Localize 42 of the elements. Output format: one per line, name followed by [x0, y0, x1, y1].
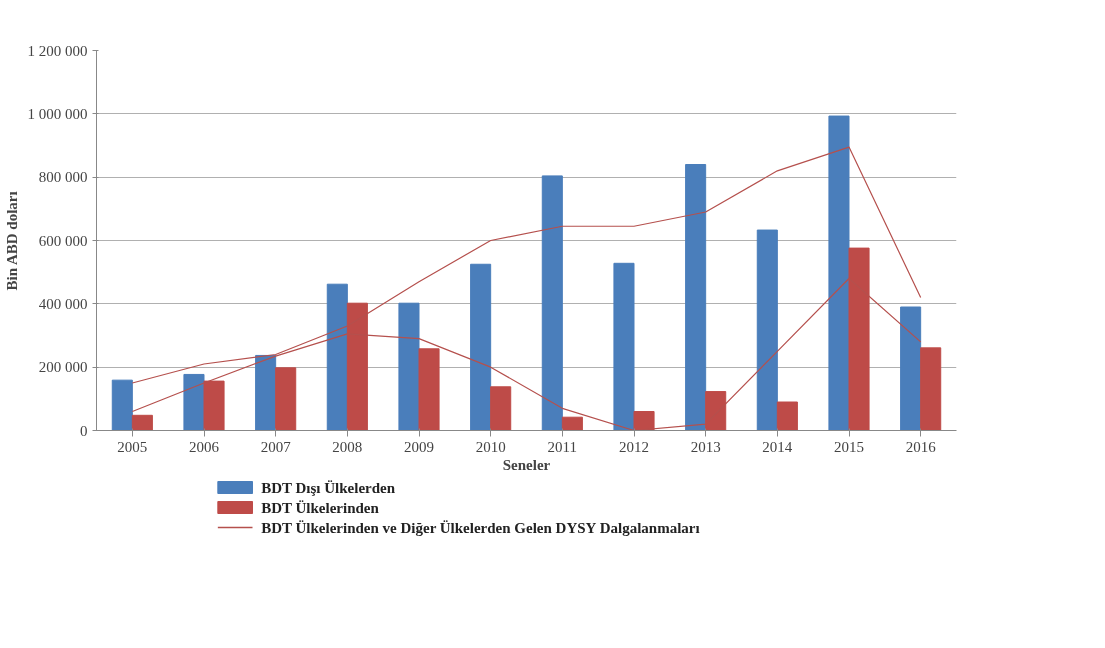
y-tick-label: 200 000	[38, 359, 88, 376]
bar	[776, 401, 798, 431]
bar	[111, 379, 133, 431]
bar	[255, 354, 277, 431]
y-tick-label: 1 000 000	[27, 105, 88, 122]
y-tick-label: 400 000	[38, 295, 88, 312]
x-tick-label: 2005	[117, 438, 148, 455]
x-tick-label: 2015	[834, 438, 864, 455]
y-axis-title: Bin ABD doları	[3, 191, 20, 291]
bar	[685, 164, 707, 431]
bar	[470, 263, 492, 431]
bar	[756, 229, 778, 431]
bar	[828, 115, 850, 431]
x-tick-label: 2006	[189, 438, 220, 455]
y-tick-label: 800 000	[38, 169, 88, 186]
x-tick-label: 2010	[475, 438, 506, 455]
bar	[326, 283, 348, 431]
y-tick-label: 600 000	[38, 232, 88, 249]
x-tick-label: 2011	[547, 438, 578, 455]
y-tick-label: 0	[80, 422, 88, 439]
bar	[613, 262, 635, 431]
x-tick-label: 2013	[690, 438, 721, 455]
x-axis-title: Seneler	[502, 456, 551, 473]
bar	[920, 347, 942, 431]
x-tick-label: 2012	[619, 438, 649, 455]
bar	[398, 302, 420, 431]
bar	[275, 367, 297, 431]
x-tick-label: 2016	[905, 438, 937, 455]
x-tick-label: 2007	[260, 438, 292, 455]
bar	[900, 306, 922, 431]
x-tick-label: 2009	[404, 438, 434, 455]
bar	[541, 175, 563, 431]
legend-label: BDT Ülkelerinden	[261, 499, 380, 516]
bar	[183, 373, 205, 431]
x-tick-label: 2014	[762, 438, 793, 455]
bar	[490, 386, 512, 431]
legend-label: BDT Dışı Ülkelerden	[261, 479, 396, 496]
y-tick-label: 1 200 000	[27, 42, 88, 59]
bar	[131, 414, 153, 431]
bar	[561, 416, 583, 431]
legend-label: BDT Ülkelerinden ve Diğer Ülkelerden Gelen DYSY Dalgalanmaları	[261, 519, 700, 536]
x-tick-label: 2008	[332, 438, 363, 455]
